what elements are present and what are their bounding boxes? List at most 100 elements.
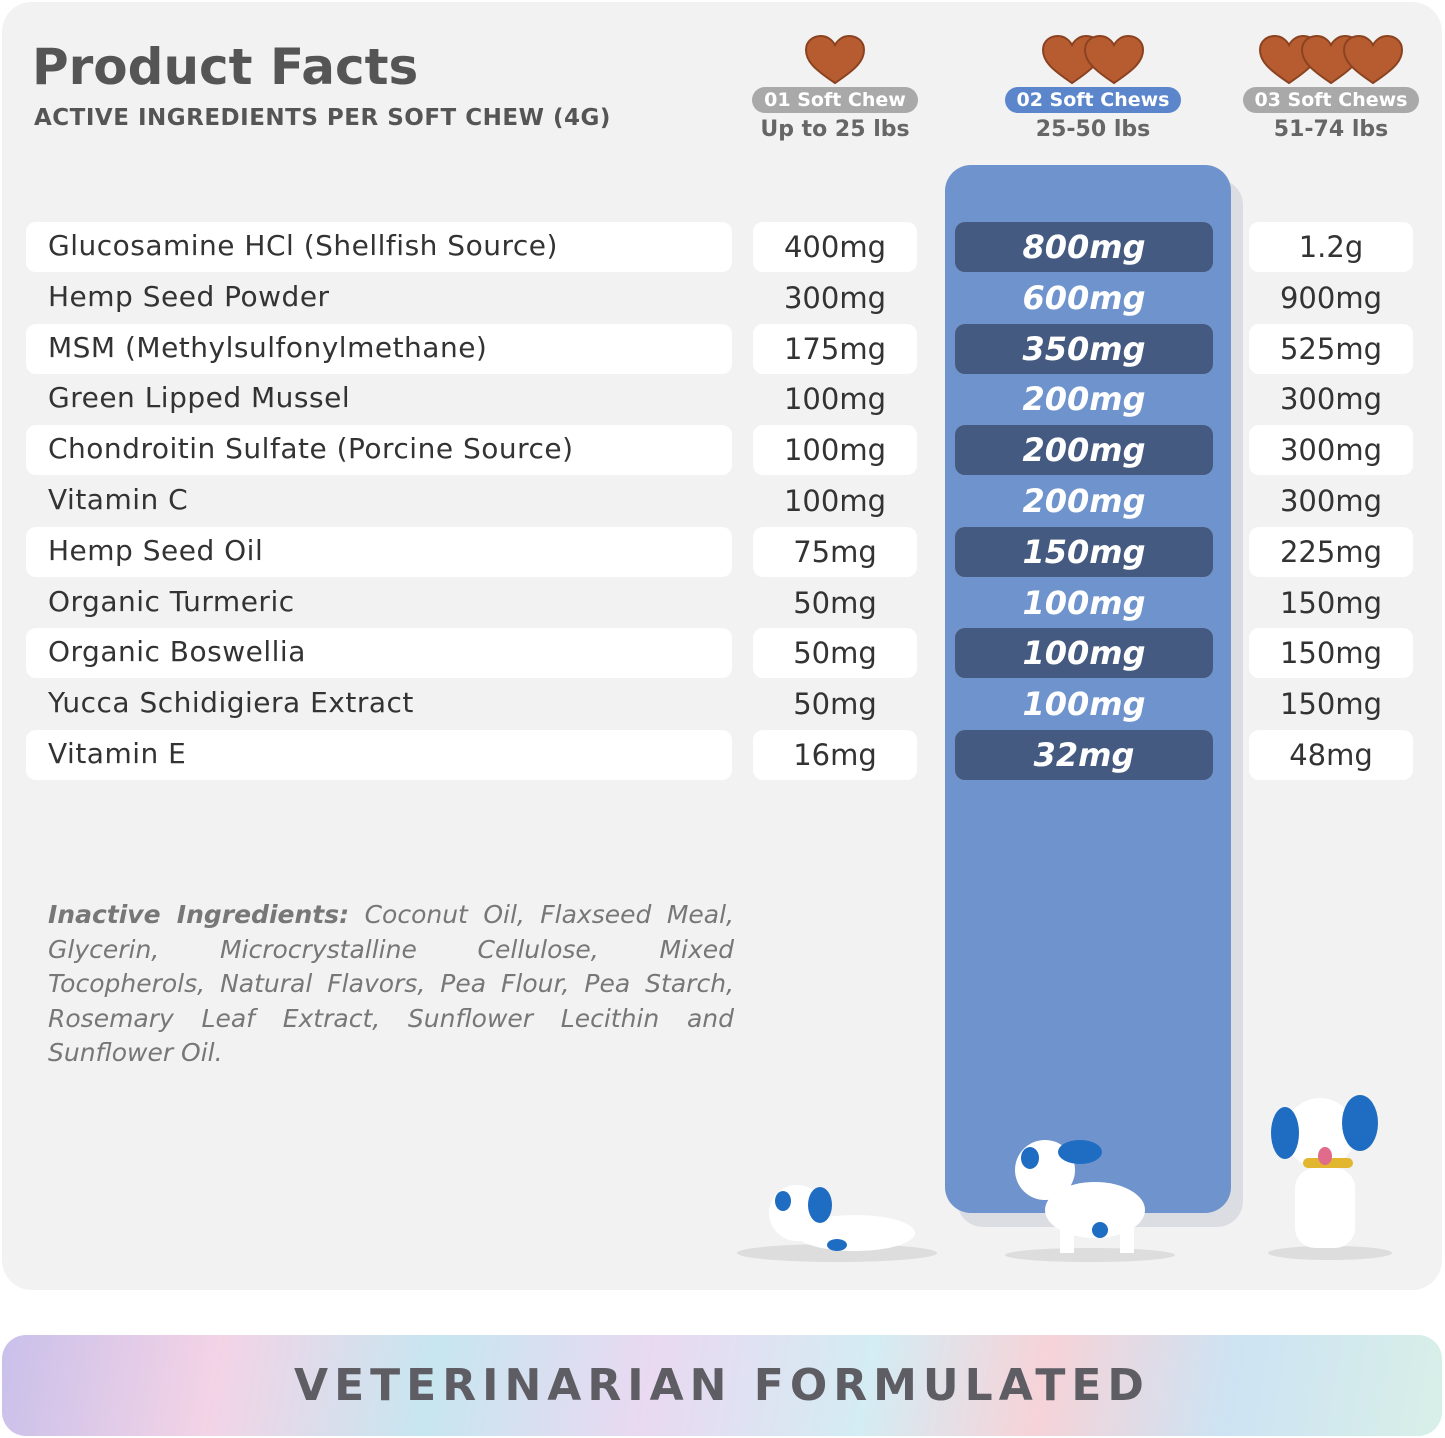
weight-range: 25-50 lbs: [1035, 117, 1151, 142]
table-row: Hemp Seed Oil 75mg 150mg 225mg: [0, 526, 1445, 577]
dose-value: 150: [1022, 532, 1090, 571]
dose-2-chews: 32mg: [955, 730, 1213, 780]
dose-unit: mg: [1089, 228, 1146, 266]
table-row: MSM (Methylsulfonylmethane) 175mg 350mg …: [0, 323, 1445, 374]
dose-unit: mg: [1089, 278, 1146, 317]
dose-1-chew: 50mg: [793, 585, 877, 620]
soft-chew-icon: [1342, 34, 1404, 85]
dose-3-chews: 150mg: [1249, 628, 1413, 679]
ingredient-name: Vitamin C: [48, 483, 189, 516]
soft-chew-icon: [804, 34, 866, 85]
weight-range: 51-74 lbs: [1273, 117, 1389, 142]
dose-1-chew: 175mg: [753, 323, 917, 374]
dose-2-chews: 600mg: [955, 273, 1213, 323]
dose-2-chews: 350mg: [955, 323, 1213, 374]
column-header: 02 Soft Chews 25-50 lbs: [983, 30, 1203, 142]
dose-1-chew: 75mg: [753, 526, 917, 577]
page-subtitle: ACTIVE INGREDIENTS PER SOFT CHEW (4G): [34, 105, 611, 131]
dose-2-chews: 200mg: [955, 476, 1213, 526]
column-header: 03 Soft Chews 51-74 lbs: [1221, 30, 1441, 142]
dose-3-chews: 300mg: [1279, 484, 1382, 518]
ingredient-name: Chondroitin Sulfate (Porcine Source): [26, 425, 732, 476]
table-row: Green Lipped Mussel 100mg 200mg 300mg: [0, 374, 1445, 424]
dose-2-chews: 200mg: [955, 374, 1213, 424]
dose-1-chew: 100mg: [753, 425, 917, 476]
dose-unit: mg: [1089, 482, 1146, 520]
dose-value: 100: [1022, 685, 1090, 724]
dose-2-chews: 100mg: [955, 679, 1213, 729]
ingredient-name: MSM (Methylsulfonylmethane): [26, 323, 732, 374]
dose-1-chew: 400mg: [753, 222, 917, 272]
dose-unit: mg: [1089, 583, 1146, 622]
dose-1-chew: 50mg: [753, 628, 917, 679]
dose-2-chews: 100mg: [955, 578, 1213, 628]
dose-value: 800: [1022, 228, 1090, 266]
soft-chew-icon: [1083, 34, 1145, 85]
ingredient-name: Vitamin E: [26, 730, 732, 780]
dose-3-chews: 900mg: [1279, 280, 1382, 315]
dose-3-chews: 300mg: [1279, 382, 1382, 417]
dose-label: 01 Soft Chew: [752, 87, 918, 113]
weight-range: Up to 25 lbs: [760, 117, 910, 142]
dose-value: 100: [1022, 634, 1090, 673]
ingredient-name: Organic Turmeric: [48, 584, 295, 618]
inactive-text: Coconut Oil, Flaxseed Meal, Glycerin, Mi…: [48, 900, 735, 1067]
table-row: Vitamin C 100mg 200mg 300mg: [0, 476, 1445, 526]
table-row: Hemp Seed Powder 300mg 600mg 900mg: [0, 273, 1445, 323]
dose-value: 100: [1022, 583, 1090, 622]
ingredient-name: Hemp Seed Oil: [26, 526, 732, 577]
dose-unit: mg: [1089, 634, 1146, 673]
dose-unit: mg: [1089, 380, 1146, 419]
ingredient-name: Yucca Schidigiera Extract: [48, 686, 414, 720]
dose-1-chew: 300mg: [783, 280, 886, 315]
dose-1-chew: 100mg: [783, 484, 886, 518]
inactive-ingredients: Inactive Ingredients: Coconut Oil, Flaxs…: [48, 898, 734, 1071]
veterinarian-formulated-banner: VETERINARIAN FORMULATED: [2, 1335, 1442, 1436]
ingredient-name: Green Lipped Mussel: [48, 381, 351, 415]
chew-icons: [725, 30, 945, 85]
dose-value: 32: [1033, 736, 1079, 774]
dose-value: 200: [1022, 380, 1090, 419]
dose-3-chews: 48mg: [1249, 730, 1413, 780]
dose-3-chews: 225mg: [1249, 526, 1413, 577]
dose-2-chews: 800mg: [955, 222, 1213, 272]
dose-3-chews: 150mg: [1279, 687, 1382, 722]
puppy-sitting-illustration: [1268, 1095, 1392, 1260]
puppy-lying-illustration: [737, 1185, 937, 1262]
dose-value: 600: [1022, 278, 1090, 317]
dose-1-chew: 16mg: [753, 730, 917, 780]
dose-label: 02 Soft Chews: [1004, 87, 1182, 113]
dose-3-chews: 300mg: [1249, 425, 1413, 476]
dose-2-chews: 100mg: [955, 628, 1213, 679]
dose-3-chews: 525mg: [1249, 323, 1413, 374]
chew-icons: [1221, 30, 1441, 85]
chew-icons: [983, 30, 1203, 85]
dose-1-chew: 100mg: [783, 382, 886, 417]
dose-value: 200: [1022, 431, 1090, 470]
table-row: Glucosamine HCl (Shellfish Source) 400mg…: [0, 222, 1445, 272]
dose-unit: mg: [1089, 532, 1146, 571]
dose-label: 03 Soft Chews: [1242, 87, 1420, 113]
table-row: Organic Boswellia 50mg 100mg 150mg: [0, 628, 1445, 679]
column-header: 01 Soft Chew Up to 25 lbs: [725, 30, 945, 142]
dose-unit: mg: [1078, 736, 1135, 774]
dose-unit: mg: [1089, 431, 1146, 470]
table-row: Organic Turmeric 50mg 100mg 150mg: [0, 578, 1445, 628]
table-row: Chondroitin Sulfate (Porcine Source) 100…: [0, 425, 1445, 476]
table-row: Vitamin E 16mg 32mg 48mg: [0, 730, 1445, 780]
dose-3-chews: 1.2g: [1249, 222, 1413, 272]
ingredient-name: Organic Boswellia: [26, 628, 732, 679]
ingredient-name: Glucosamine HCl (Shellfish Source): [26, 222, 732, 272]
inactive-label: Inactive Ingredients:: [48, 900, 350, 929]
puppy-walking-illustration: [1005, 1140, 1175, 1262]
table-row: Yucca Schidigiera Extract 50mg 100mg 150…: [0, 679, 1445, 729]
dose-value: 350: [1022, 329, 1090, 368]
dose-1-chew: 50mg: [793, 687, 877, 722]
dose-unit: mg: [1089, 329, 1146, 368]
dose-2-chews: 200mg: [955, 425, 1213, 476]
dose-2-chews: 150mg: [955, 526, 1213, 577]
page-title: Product Facts: [32, 38, 419, 96]
dose-unit: mg: [1089, 685, 1146, 724]
ingredient-name: Hemp Seed Powder: [48, 279, 330, 313]
dose-3-chews: 150mg: [1279, 585, 1382, 620]
